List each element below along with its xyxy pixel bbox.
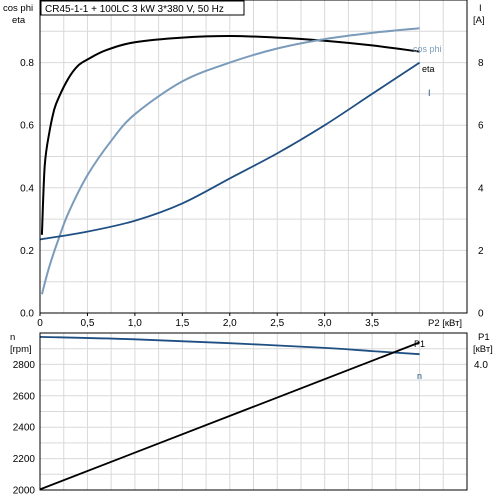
top-right-axis-label-unit: [A] [473,15,485,26]
top-left-y-tick-label: 0.8 [20,58,34,69]
top-x-tick-label: 0 [37,318,43,329]
bottom-right-y-tick-label: 4.0 [474,360,488,371]
series-line-cos-phi [40,27,420,295]
chart-title-box [40,0,245,16]
top-x-tick-label: 1,0 [128,318,142,329]
top-left-y-tick-label: 0.0 [20,309,34,320]
top-left-y-tick-label: 0.2 [20,246,34,257]
top-series-group: eta cos phi I [39,27,442,295]
bottom-left-y-tick-label: 2800 [13,360,36,371]
top-x-tick-label: 3,5 [365,318,379,329]
top-left-axis-label-eta: eta [12,15,26,26]
chart-title: CR45-1-1 + 100LC 3 kW 3*380 V, 50 Hz [45,4,224,15]
x-axis-label: P2 [кВт] [428,318,462,329]
top-left-y-tick-label: 0.4 [20,183,34,194]
series-label-cos-phi: cos phi [413,44,442,54]
top-tick-labels: 0 0,5 1,0 1,5 2,0 2,5 3,0 3,5 0.0 0.2 0.4 0.6 0.8 0 2 4… [20,58,484,329]
top-left-axis-label-cosphi: cos phi [3,3,33,14]
top-x-tick-label: 1,5 [175,318,189,329]
bottom-right-axis-label-p1: P1 [478,332,490,343]
bottom-plot-frame [39,332,468,491]
series-line-eta [40,34,420,235]
top-right-y-tick-label: 8 [478,58,484,69]
bottom-left-y-tick-label: 2000 [13,486,36,497]
bottom-left-y-tick-label: 2600 [13,391,36,402]
top-right-y-tick-label: 6 [478,121,484,132]
top-right-y-tick-label: 4 [478,183,484,194]
top-right-axis-label-i: I [479,3,482,14]
top-left-y-tick-label: 0.6 [20,121,34,132]
top-x-tick-label: 2,0 [223,318,237,329]
top-x-tick-label: 3,0 [318,318,332,329]
bottom-tick-labels: 2000 2200 2400 2600 2800 4.0 [13,360,489,497]
top-right-y-tick-label: 2 [478,246,484,257]
top-x-tick-label: 0,5 [80,318,94,329]
top-right-y-tick-label: 0 [478,309,484,320]
series-line-i [39,61,421,241]
series-label-eta: eta [422,64,435,74]
bottom-left-y-tick-label: 2200 [13,454,36,465]
top-plot-frame [39,0,468,314]
series-label-p1: P1 [414,339,425,349]
series-line-n [39,336,420,356]
bottom-left-axis-label-unit: [rpm] [10,344,32,355]
bottom-right-axis-label-unit: [кВт] [473,344,493,355]
bottom-left-y-tick-label: 2400 [13,423,36,434]
series-label-i: I [428,88,431,98]
bottom-chart-panel: n P1 n [rpm] P1 [кВт] 2000 2200 2400 2600 280… [10,332,493,497]
bottom-series-group: n P1 [39,336,425,491]
series-line-p1 [39,341,420,491]
top-x-tick-label: 2,5 [270,318,284,329]
bottom-grid [40,333,467,490]
series-label-n: n [417,371,422,381]
bottom-left-axis-label-n: n [10,332,15,343]
